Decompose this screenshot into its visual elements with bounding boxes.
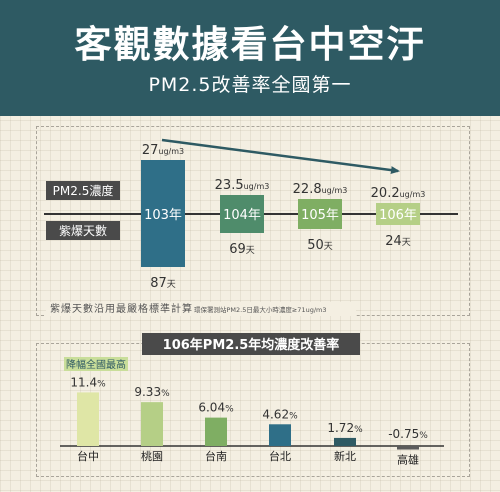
row-label-days-bg: [46, 221, 120, 240]
improvement-bar-1: [77, 392, 99, 446]
improvement-value-label-5: 1.72%: [327, 421, 363, 435]
top-bars-group: 103年 27ug/m3 87天 104年 23.5ug/m3 69天 105年 22.8ug…: [141, 143, 425, 291]
year-label-2: 104年: [223, 208, 261, 223]
row-label-pm25: PM2.5濃度: [53, 183, 114, 198]
days-value-label-3: 50天: [307, 238, 333, 253]
city-label-2: 桃園: [141, 449, 163, 463]
footnote-bg: [46, 302, 356, 316]
days-value-label-1: 87天: [150, 276, 176, 291]
year-bar-3: [298, 199, 342, 229]
year-bar-1: [141, 160, 185, 267]
city-label-3: 台南: [205, 449, 227, 463]
city-label-6: 高雄: [397, 453, 419, 467]
footnote-small: 環保署測站PM2.5日最大小時濃度≥71ug/m3: [194, 305, 327, 314]
row-label-days: 紫爆天數: [59, 224, 107, 238]
year-label-4: 106年: [379, 208, 417, 223]
bottom-title-bg: [142, 333, 360, 355]
improvement-bar-5: [334, 437, 356, 446]
city-label-4: 台北: [269, 449, 291, 463]
city-label-5: 新北: [334, 449, 356, 463]
bottom-chart-title: 106年PM2.5年均濃度改善率: [163, 337, 340, 353]
days-value-label-4: 24天: [385, 234, 411, 249]
pm25-value-label-3: 22.8ug/m3: [293, 182, 348, 197]
highest-drop-badge: 降幅全國最高: [66, 358, 126, 371]
pm25-value-label-2: 23.5ug/m3: [215, 178, 270, 193]
row-label-pm25-bg: [46, 181, 120, 200]
year-bar-4: [376, 203, 420, 225]
page-title: 客觀數據看台中空汙: [74, 23, 426, 66]
footnote-main: 紫爆天數沿用最嚴格標準計算: [50, 302, 193, 315]
bottom-bars-group: 11.4% 台中 9.33% 桃園 6.04% 台南 4.62% 台北 1.72% 新北 -0.75…: [70, 375, 428, 466]
pm25-value-label-1: 27ug/m3: [142, 143, 184, 158]
city-label-1: 台中: [77, 449, 99, 463]
improvement-value-label-1: 11.4%: [70, 375, 106, 389]
improvement-bar-6: [397, 446, 419, 450]
days-value-label-2: 69天: [229, 242, 255, 257]
header-banner: 客觀數據看台中空汙 PM2.5改善率全國第一: [0, 0, 500, 116]
improvement-bar-2: [141, 402, 163, 446]
pm25-value-label-4: 20.2ug/m3: [371, 186, 426, 201]
highest-drop-badge-bg: [64, 357, 128, 371]
improvement-bar-4: [269, 424, 291, 446]
year-bar-2: [220, 195, 264, 233]
year-label-3: 105年: [301, 208, 339, 223]
improvement-value-label-6: -0.75%: [388, 427, 428, 441]
improvement-value-label-2: 9.33%: [134, 385, 170, 399]
improvement-value-label-3: 6.04%: [198, 401, 234, 415]
improvement-bar-3: [205, 417, 227, 446]
trend-arrow: [161, 138, 400, 175]
year-label-1: 103年: [144, 208, 182, 223]
improvement-value-label-4: 4.62%: [262, 407, 298, 421]
page-subtitle: PM2.5改善率全國第一: [148, 74, 352, 96]
